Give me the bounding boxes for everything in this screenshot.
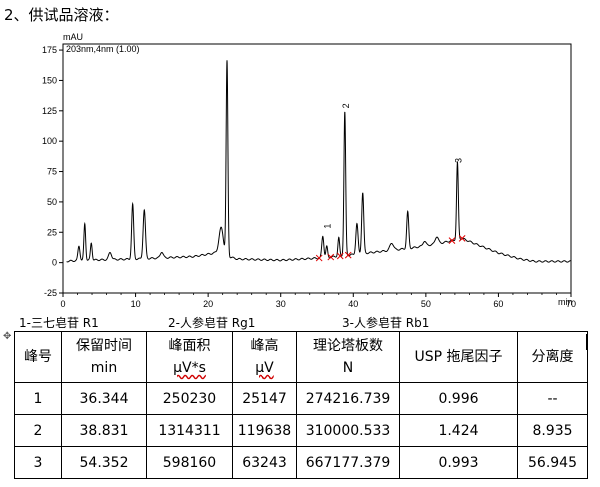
section-heading: 2、供试品溶液： xyxy=(4,6,119,24)
peak-label-1: 1 xyxy=(323,224,333,229)
x-tick-label: 10 xyxy=(131,299,141,309)
y-tick-label: 150 xyxy=(42,75,57,85)
cell-peak-no: 1 xyxy=(14,382,62,415)
integration-marks xyxy=(315,234,466,262)
header-retention-time: 保留时间 min xyxy=(61,331,147,383)
table-row: 3 54.352 598160 63243 667177.379 0.993 5… xyxy=(14,446,588,479)
x-tick-label: 60 xyxy=(493,299,503,309)
cell-plate-count: 310000.533 xyxy=(296,414,400,447)
y-tick-label: 125 xyxy=(42,106,57,116)
y-tick-label: 75 xyxy=(47,167,57,177)
chromatogram-trace xyxy=(66,60,571,263)
cell-peak-area: 1314311 xyxy=(146,414,233,447)
compound-legend: 1-三七皂苷 R1 2-人参皂苷 Rg1 3-人参皂苷 Rb1 xyxy=(0,314,600,330)
y-tick-label: 0 xyxy=(52,258,57,268)
cell-peak-area: 598160 xyxy=(146,446,233,479)
cell-peak-no: 3 xyxy=(14,446,62,479)
table-row: 1 36.344 250230 25147 274216.739 0.996 -… xyxy=(14,382,588,415)
compound-label-3: 3-人参皂苷 Rb1 xyxy=(342,316,430,330)
cell-plate-count: 274216.739 xyxy=(296,382,400,415)
peak-label-2: 2 xyxy=(341,103,351,108)
cell-tailing-factor: 1.424 xyxy=(399,414,518,447)
integration-mark xyxy=(344,251,352,259)
compound-label-1: 1-三七皂苷 R1 xyxy=(19,316,99,330)
header-tailing-factor: USP 拖尾因子 xyxy=(399,331,518,383)
plot-frame xyxy=(62,43,572,294)
header-peak-height: 峰高 μV xyxy=(232,331,297,383)
integration-mark xyxy=(327,253,335,261)
table-move-handle-icon[interactable]: ✥ xyxy=(3,331,12,342)
x-tick-label: 0 xyxy=(60,299,65,309)
series-label: 203nm,4nm (1.00) xyxy=(66,44,140,54)
cell-retention-time: 54.352 xyxy=(61,446,147,479)
cell-plate-count: 667177.379 xyxy=(296,446,400,479)
cell-peak-height: 119638 xyxy=(232,414,297,447)
cell-peak-area: 250230 xyxy=(146,382,233,415)
cell-peak-height: 25147 xyxy=(232,382,297,415)
header-peak-area: 峰面积 μV*s xyxy=(146,331,233,383)
cell-retention-time: 36.344 xyxy=(61,382,147,415)
integration-mark xyxy=(458,234,466,242)
peak-label-3: 3 xyxy=(453,158,463,163)
cell-peak-height: 63243 xyxy=(232,446,297,479)
x-tick-label: 50 xyxy=(421,299,431,309)
header-peak-no: 峰号 xyxy=(14,331,62,383)
x-axis-label: min xyxy=(558,297,573,307)
y-tick-label: 25 xyxy=(47,227,57,237)
x-tick-label: 20 xyxy=(203,299,213,309)
cell-resolution: 8.935 xyxy=(517,414,588,447)
y-tick-label: 100 xyxy=(42,136,57,146)
integration-mark xyxy=(448,237,456,244)
cell-resolution: 56.945 xyxy=(517,446,588,479)
integration-mark xyxy=(336,252,344,260)
cell-tailing-factor: 0.996 xyxy=(399,382,518,415)
x-tick-label: 40 xyxy=(348,299,358,309)
header-plate-count: 理论塔板数 N xyxy=(296,331,400,383)
cell-tailing-factor: 0.993 xyxy=(399,446,518,479)
x-axis: 0 10 20 30 40 50 60 70 xyxy=(60,293,576,309)
integration-mark xyxy=(315,254,323,262)
y-tick-label: 50 xyxy=(47,197,57,207)
compound-label-2: 2-人参皂苷 Rg1 xyxy=(168,316,256,330)
cell-peak-no: 2 xyxy=(14,414,62,447)
results-table: 峰号 保留时间 min 峰面积 μV*s 峰高 μV 理论塔板数 N USP 拖尾因子 … xyxy=(14,331,588,479)
cell-retention-time: 38.831 xyxy=(61,414,147,447)
y-tick-label: 175 xyxy=(42,45,57,55)
table-header-row: 峰号 保留时间 min 峰面积 μV*s 峰高 μV 理论塔板数 N USP 拖尾因子 … xyxy=(14,331,588,383)
y-axis: -25 0 25 50 75 100 125 150 175 xyxy=(42,45,63,298)
cell-resolution: -- xyxy=(517,382,588,415)
x-tick-label: 30 xyxy=(276,299,286,309)
table-row: 2 38.831 1314311 119638 310000.533 1.424… xyxy=(14,414,588,447)
y-tick-label: -25 xyxy=(44,288,57,298)
y-axis-label: mAU xyxy=(63,32,83,42)
peak-labels: 1 2 3 xyxy=(323,103,464,228)
header-resolution: 分离度 xyxy=(517,331,588,383)
x-tick-label: 70 xyxy=(566,299,576,309)
